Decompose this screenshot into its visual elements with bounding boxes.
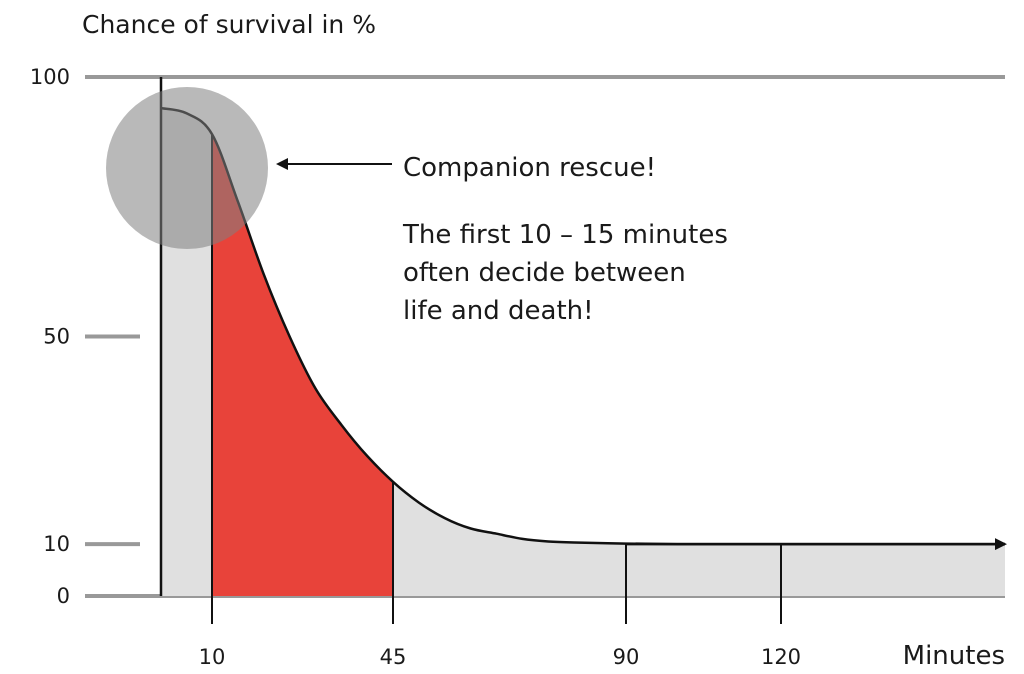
note-line-1: The first 10 – 15 minutes <box>402 220 728 250</box>
note-line-2: often decide between <box>403 258 686 288</box>
x-tick-10: 10 <box>199 645 226 669</box>
companion-rescue-label: Companion rescue! <box>403 153 656 183</box>
x-tick-120: 120 <box>761 645 801 669</box>
companion-rescue-circle <box>106 87 268 249</box>
x-ticks: 10 45 90 120 <box>199 645 801 669</box>
x-axis-label: Minutes <box>903 641 1005 671</box>
y-tick-100: 100 <box>30 65 70 89</box>
y-tick-0: 0 <box>57 584 70 608</box>
note-line-3: life and death! <box>403 296 594 326</box>
y-tick-50: 50 <box>43 325 70 349</box>
x-tick-45: 45 <box>380 645 407 669</box>
y-axis-label: Chance of survival in % <box>82 10 376 39</box>
x-tick-90: 90 <box>613 645 640 669</box>
y-tick-10: 10 <box>43 532 70 556</box>
